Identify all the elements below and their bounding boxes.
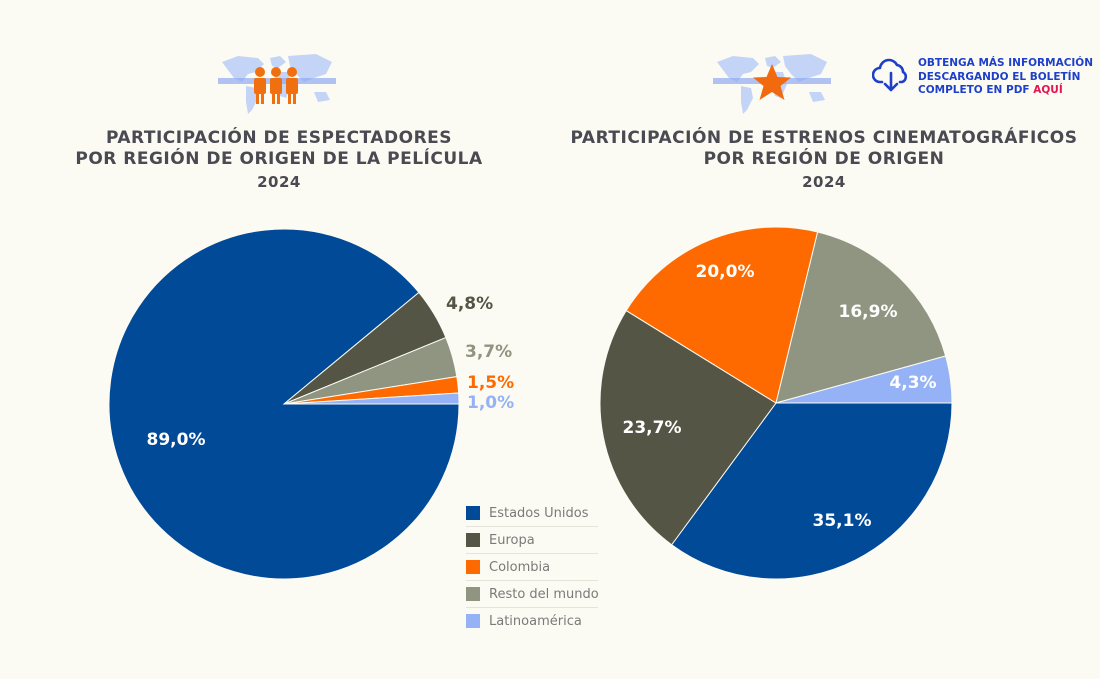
download-bulletin-link[interactable]: OBTENGA MÁS INFORMACIÓN DESCARGANDO EL B… xyxy=(872,57,1094,98)
spectators-pie-chart: 89,0% 4,8% 3,7% 1,5%1,0% xyxy=(108,228,514,580)
world-map-people-icon xyxy=(218,52,336,121)
legend-label: Resto del mundo xyxy=(489,586,599,602)
data-label: 3,7% xyxy=(465,342,512,362)
aqui-link[interactable]: AQUÍ xyxy=(1033,84,1063,96)
cloud-download-icon xyxy=(872,58,908,92)
data-label: 89,0% xyxy=(147,430,206,450)
releases-chart-title: PARTICIPACIÓN DE ESTRENOS CINEMATOGRÁFIC… xyxy=(549,128,1099,192)
data-label: 4,8% xyxy=(446,294,493,314)
data-label: 1,0% xyxy=(467,393,514,413)
spectators-chart-title: PARTICIPACIÓN DE ESPECTADORES POR REGIÓN… xyxy=(4,128,554,192)
pie-slice xyxy=(599,309,777,546)
spectators-panel: PARTICIPACIÓN DE ESPECTADORES POR REGIÓN… xyxy=(75,52,599,629)
world-map-star-icon xyxy=(713,52,831,121)
chart-title-line-2: POR REGIÓN DE ORIGEN DE LA PELÍCULA xyxy=(75,149,483,169)
legend-swatch xyxy=(466,587,480,601)
legend-swatch xyxy=(466,560,480,574)
data-label: 35,1% xyxy=(813,511,872,531)
legend-swatch xyxy=(466,506,480,520)
download-text-line-1: OBTENGA MÁS INFORMACIÓN xyxy=(918,57,1094,69)
download-text-line-2: DESCARGANDO EL BOLETÍN xyxy=(918,70,1081,83)
legend-label: Europa xyxy=(489,532,535,548)
pie-slice xyxy=(283,392,460,405)
legend-item: Resto del mundo xyxy=(466,581,599,608)
chart-title-line-1: PARTICIPACIÓN DE ESTRENOS CINEMATOGRÁFIC… xyxy=(570,128,1078,148)
chart-year: 2024 xyxy=(257,173,301,191)
download-text-prefix: COMPLETO EN PDF xyxy=(918,84,1034,96)
pie-slice xyxy=(625,226,819,404)
legend-item: Estados Unidos xyxy=(466,500,598,527)
download-text-line-3: COMPLETO EN PDF AQUÍ xyxy=(918,84,1093,98)
legend-swatch xyxy=(466,614,480,628)
pie-slice xyxy=(670,402,953,580)
data-label: 20,0% xyxy=(696,262,755,282)
legend-label: Estados Unidos xyxy=(489,505,589,521)
pie-slice xyxy=(775,355,953,404)
data-label: 16,9% xyxy=(839,302,898,322)
legend-label: Latinoamérica xyxy=(489,613,582,629)
legend-item: Europa xyxy=(466,527,598,554)
legend-label: Colombia xyxy=(489,559,551,575)
legend: Estados Unidos Europa Colombia Resto del mu… xyxy=(466,500,599,634)
releases-panel: PARTICIPACIÓN DE ESTRENOS CINEMATOGRÁFIC… xyxy=(550,0,1100,679)
data-label: 1,5% xyxy=(467,373,514,393)
data-label: 23,7% xyxy=(623,418,682,438)
chart-title-line-1: PARTICIPACIÓN DE ESPECTADORES xyxy=(105,128,453,148)
data-label: 4,3% xyxy=(889,373,936,393)
legend-item: Latinoamérica xyxy=(466,608,598,634)
legend-item: Colombia xyxy=(466,554,598,581)
pie-slice xyxy=(775,231,947,404)
chart-year: 2024 xyxy=(802,173,846,191)
legend-swatch xyxy=(466,533,480,547)
chart-title-line-2: POR REGIÓN DE ORIGEN xyxy=(703,149,945,169)
releases-pie-chart: 35,1% 23,7% 20,0% 16,9% 4,3% xyxy=(599,226,953,580)
